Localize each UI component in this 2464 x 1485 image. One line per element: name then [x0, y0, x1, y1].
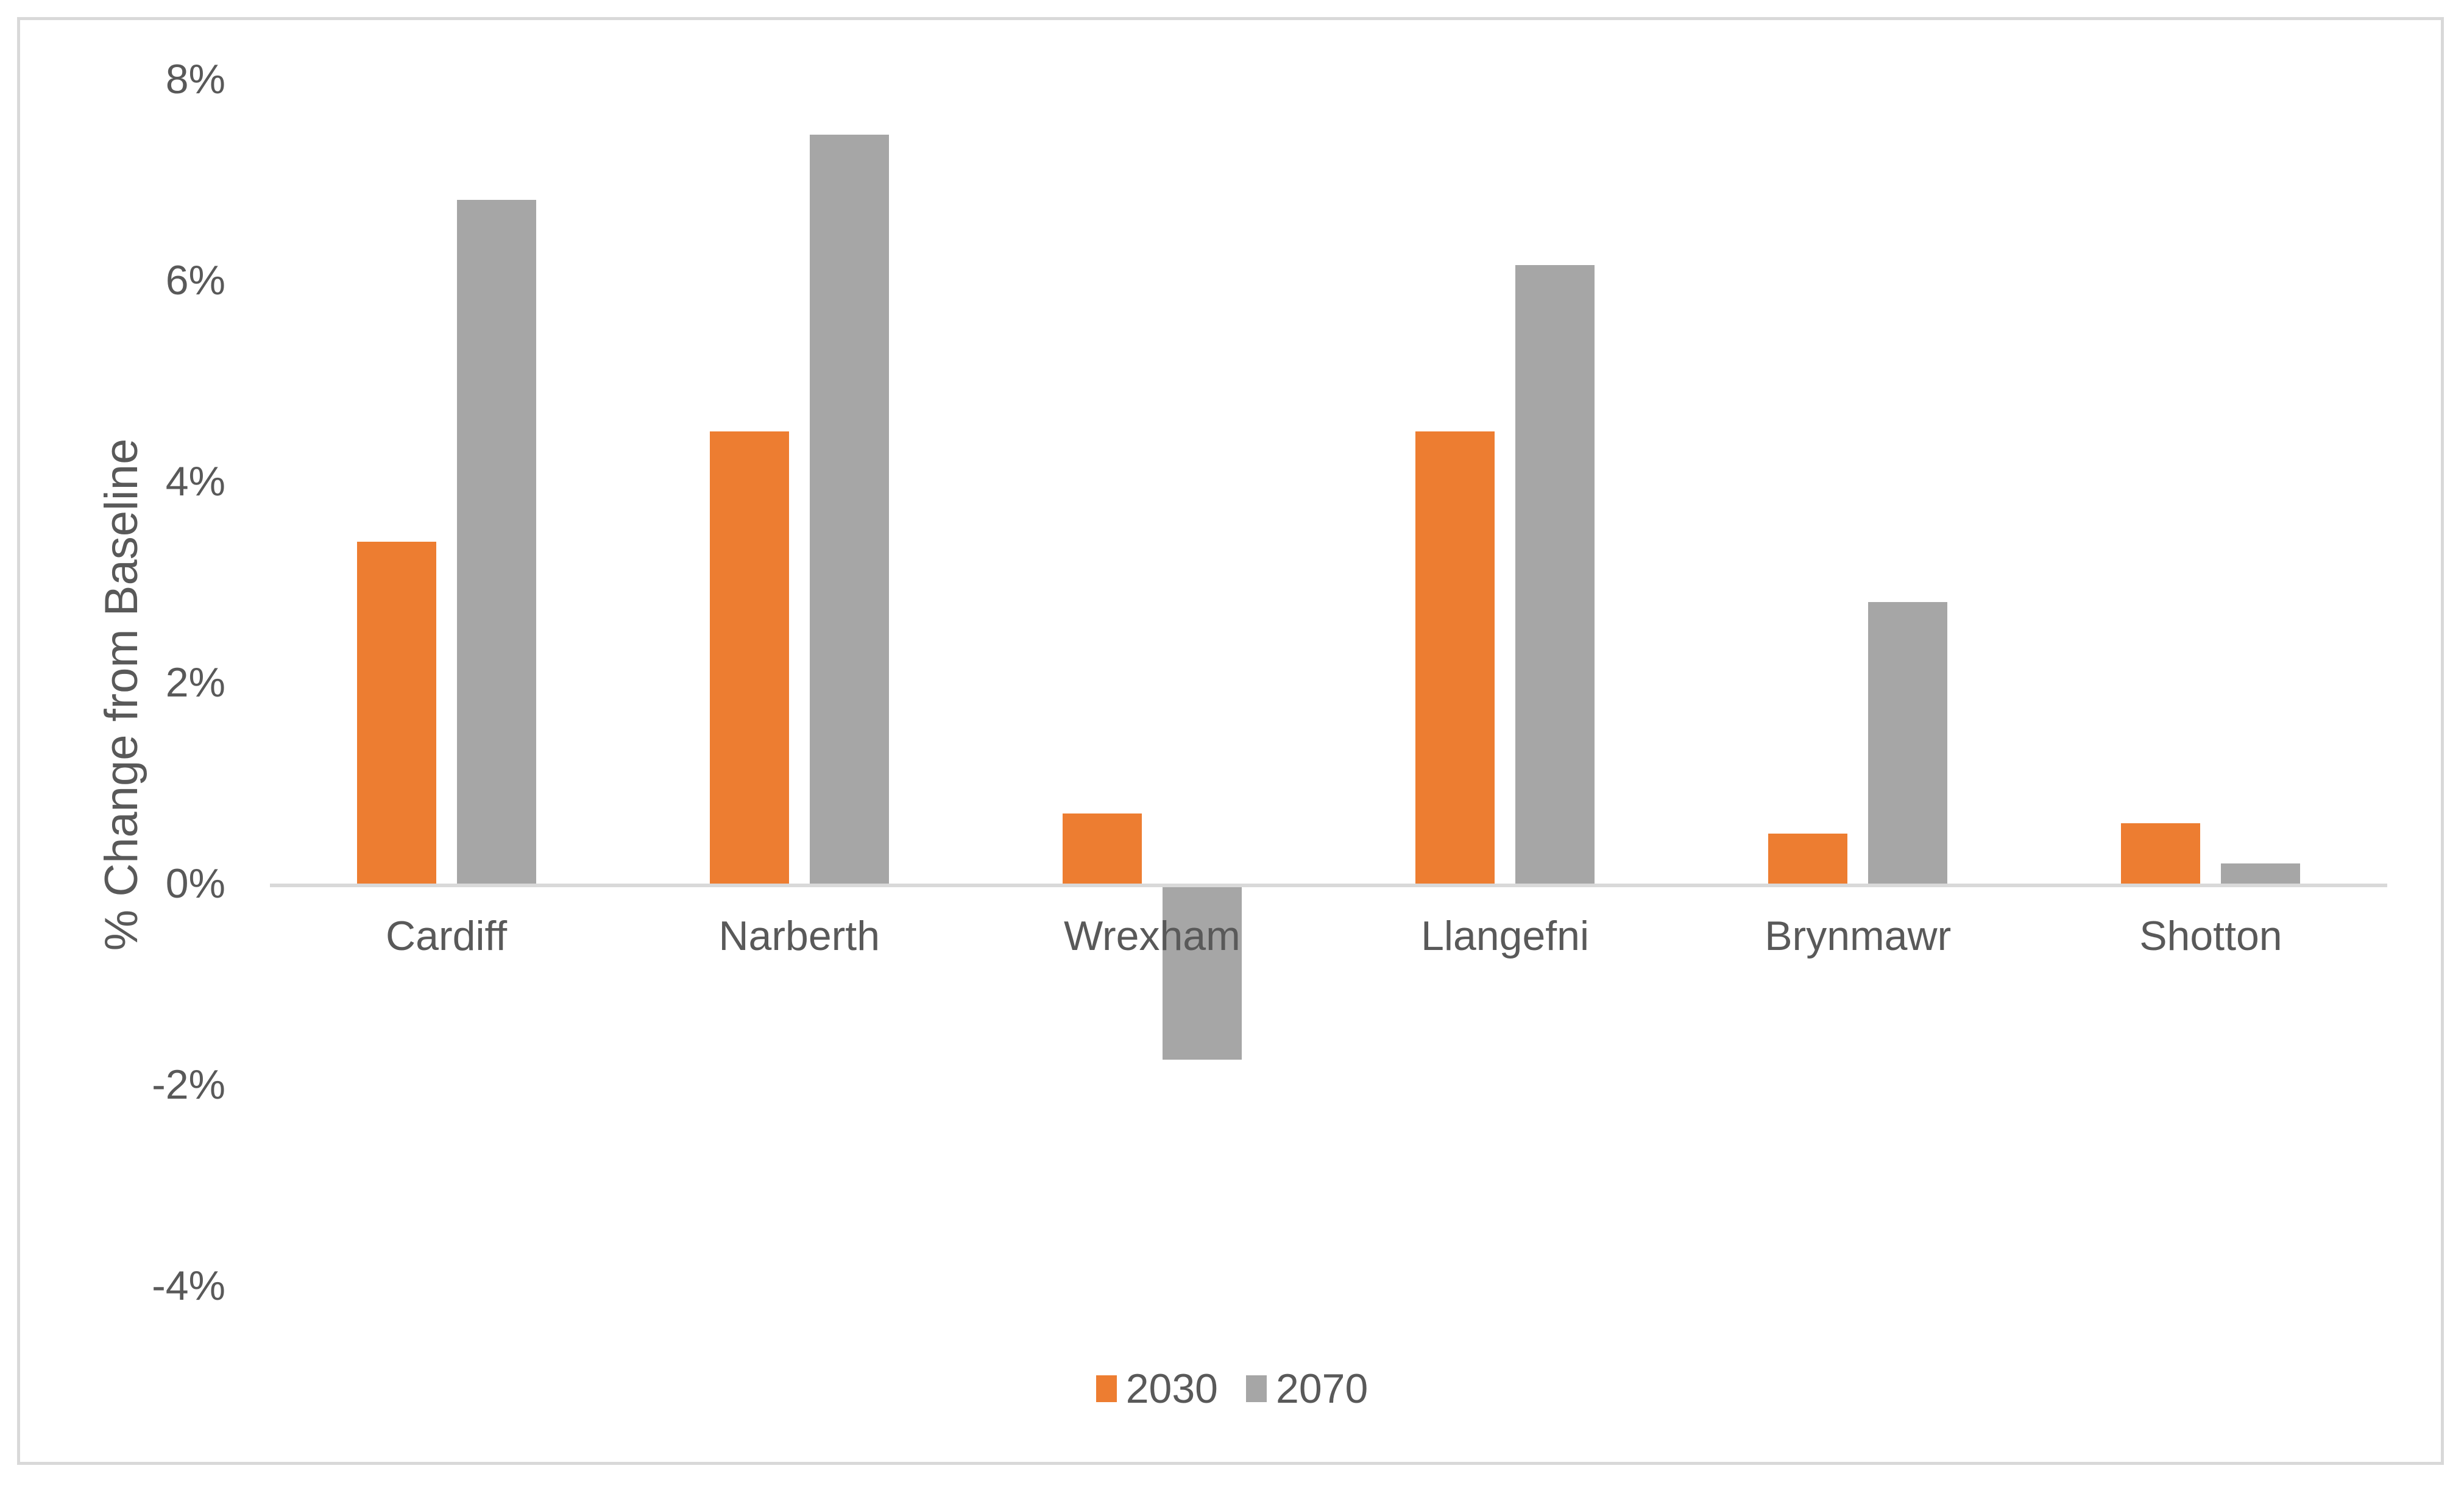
legend-swatch-2070	[1246, 1375, 1267, 1402]
bar-2030-cardiff	[356, 542, 436, 884]
legend-item-2070: 2070	[1246, 1365, 1368, 1412]
bar-2070-narberth	[809, 134, 889, 884]
legend-swatch-2030	[1096, 1375, 1117, 1402]
y-tick-label-0-: 0%	[165, 860, 225, 907]
y-tick-label-6-: 6%	[165, 257, 225, 303]
bar-2030-narberth	[709, 431, 789, 884]
bar-2070-shotton	[2221, 863, 2301, 884]
category-label-cardiff: Cardiff	[386, 913, 508, 959]
legend-item-2030: 2030	[1096, 1365, 1218, 1412]
category-label-llangefni: Llangefni	[1421, 913, 1590, 959]
y-tick-label--2-: -2%	[152, 1061, 225, 1108]
x-axis-line	[270, 884, 2387, 887]
chart-border	[17, 17, 2444, 1465]
bar-2070-wrexham	[1162, 887, 1242, 1060]
bar-2030-wrexham	[1062, 813, 1142, 884]
bar-2030-llangefni	[1415, 431, 1495, 884]
legend-label-2030: 2030	[1125, 1366, 1218, 1412]
legend: 2030 2070	[17, 1365, 2447, 1412]
bar-2030-shotton	[2121, 823, 2201, 884]
category-label-brynmawr: Brynmawr	[1765, 913, 1952, 959]
category-label-narberth: Narberth	[718, 913, 880, 959]
bar-2070-brynmawr	[1868, 602, 1948, 884]
legend-label-2070: 2070	[1276, 1366, 1368, 1412]
bar-2030-brynmawr	[1768, 833, 1848, 884]
category-label-wrexham: Wrexham	[1064, 913, 1241, 959]
y-tick-label--4-: -4%	[152, 1263, 225, 1309]
y-tick-label-2-: 2%	[165, 659, 225, 706]
y-tick-label-4-: 4%	[165, 458, 225, 505]
y-tick-label-8-: 8%	[165, 56, 225, 102]
bar-2070-cardiff	[456, 200, 536, 884]
category-label-shotton: Shotton	[2139, 913, 2282, 959]
bar-2070-llangefni	[1515, 265, 1595, 884]
